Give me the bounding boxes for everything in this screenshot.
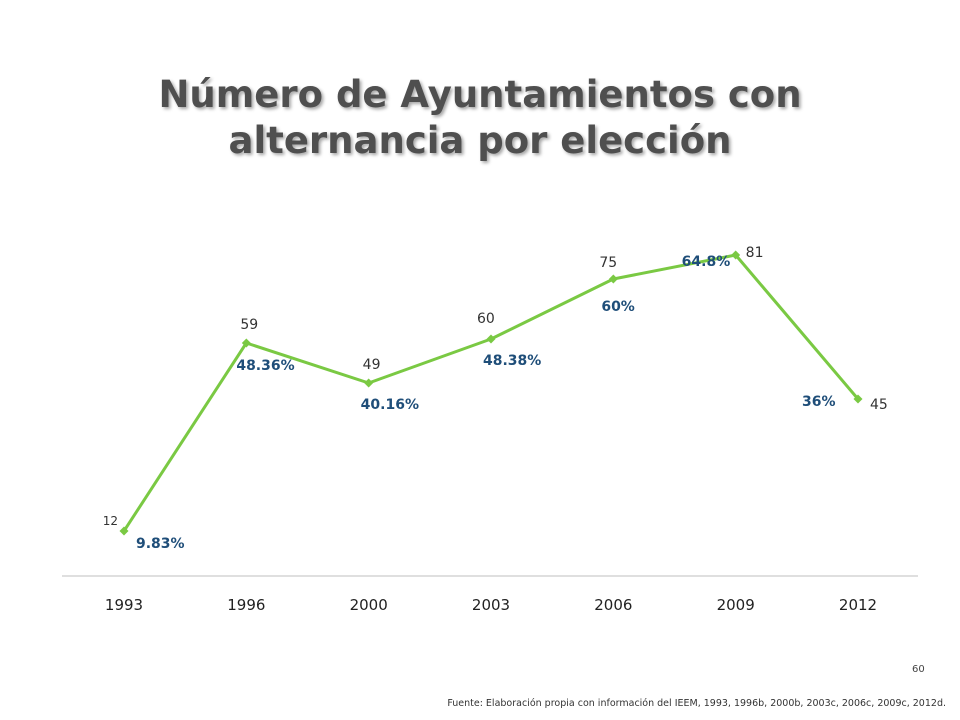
value-label-2009: 81 bbox=[746, 245, 764, 261]
data-point-2000 bbox=[364, 378, 374, 388]
data-point-2003 bbox=[486, 334, 496, 344]
x-tick-2000: 2000 bbox=[350, 596, 388, 614]
value-label-2012: 45 bbox=[870, 397, 888, 413]
series-layer bbox=[119, 250, 863, 536]
page-number: 60 bbox=[912, 664, 925, 675]
value-label-2003: 60 bbox=[477, 311, 495, 327]
x-tick-1996: 1996 bbox=[227, 596, 265, 614]
x-tick-labels: 1993 1996 2000 2003 2006 2009 2012 bbox=[105, 596, 877, 614]
data-point-2006 bbox=[608, 274, 618, 284]
data-point-1993 bbox=[119, 526, 129, 536]
percent-label-2003: 48.38% bbox=[483, 353, 541, 369]
percent-label-2006: 60% bbox=[601, 299, 635, 315]
percent-label-1996: 48.36% bbox=[236, 358, 294, 374]
chart-title: Número de Ayuntamientos con alternancia … bbox=[158, 73, 802, 162]
value-label-2006: 75 bbox=[599, 255, 617, 271]
series-line bbox=[122, 253, 860, 532]
data-point-2012 bbox=[853, 394, 863, 404]
data-point-1996 bbox=[241, 338, 251, 348]
percent-label-2000: 40.16% bbox=[361, 397, 419, 413]
x-tick-2009: 2009 bbox=[717, 596, 755, 614]
percent-label-2009: 64.8% bbox=[682, 254, 731, 270]
x-tick-2003: 2003 bbox=[472, 596, 510, 614]
value-label-1993: 12 bbox=[103, 514, 118, 528]
source-note: Fuente: Elaboración propia con informaci… bbox=[447, 698, 946, 709]
x-tick-1993: 1993 bbox=[105, 596, 143, 614]
x-tick-2006: 2006 bbox=[594, 596, 632, 614]
labels-layer: 12 9.83% 59 48.36% 49 40.16% 60 48.38% 75 60% 81 64… bbox=[103, 245, 888, 552]
data-point-2009 bbox=[731, 250, 741, 260]
percent-label-1993: 9.83% bbox=[136, 536, 185, 552]
value-label-2000: 49 bbox=[363, 357, 381, 373]
x-tick-2012: 2012 bbox=[839, 596, 877, 614]
value-label-1996: 59 bbox=[240, 317, 258, 333]
percent-label-2012: 36% bbox=[802, 394, 836, 410]
